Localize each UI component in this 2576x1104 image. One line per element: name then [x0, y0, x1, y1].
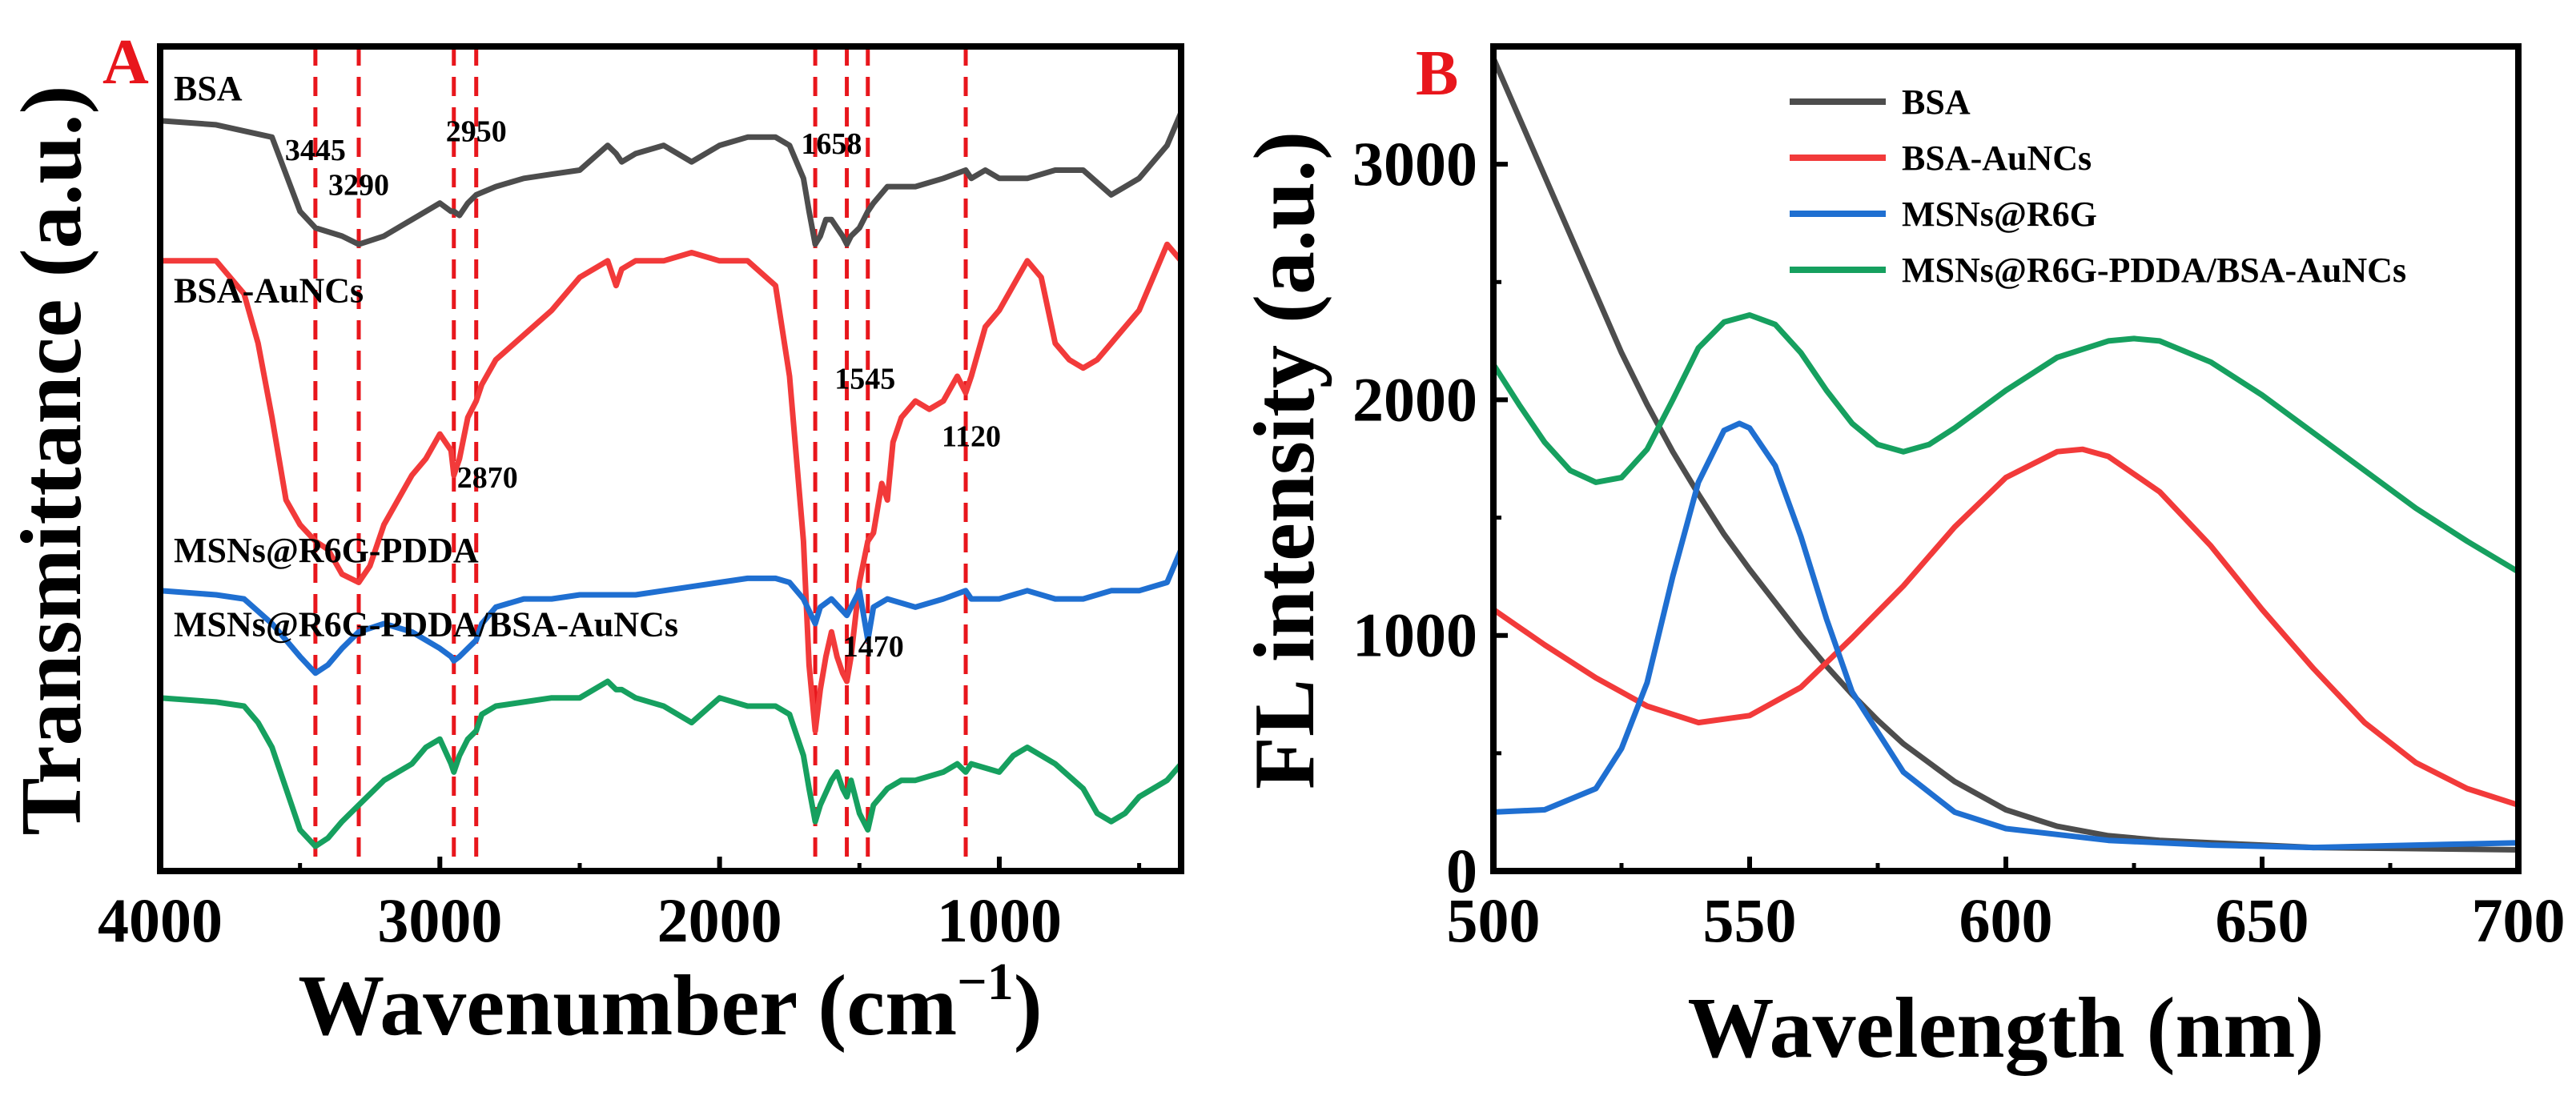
panel-b-legend: BSA BSA-AuNCs MSNs@R6G MSNs@R6G-PDDA/BSA-Au…	[1790, 82, 2406, 290]
panel-b-legend-label-msns-r6g: MSNs@R6G	[1902, 195, 2097, 234]
panel-a-x-tick-label: 3000	[377, 885, 502, 955]
panel-b-label: B	[1416, 38, 1458, 109]
panel-b-x-axis-title: Wavelength (nm)	[1688, 981, 2325, 1076]
panel-a-peak-label-3445: 3445	[285, 134, 346, 167]
panel-b-series-msns-r6g	[1493, 420, 2519, 851]
panel-b-x-tick-label: 700	[2472, 885, 2566, 955]
panel-a-series-label-bsa-auncs: BSA-AuNCs	[174, 271, 364, 310]
panel-a-x-tick-label: 2000	[657, 885, 782, 955]
panel-b-x-tick-label: 650	[2216, 885, 2309, 955]
panel-a-peak-label-1470: 1470	[843, 630, 904, 664]
panel-a-x-axis-title-main: Wavenumber (cm	[298, 958, 957, 1054]
panel-a-peak-label-1545: 1545	[834, 362, 895, 395]
panel-b-y-tick-label: 3000	[1352, 129, 1477, 199]
panel-a-peak-label-1120: 1120	[942, 420, 1001, 454]
panel-b-x-tick-label: 500	[1447, 885, 1541, 955]
panel-b-legend-label-bsa: BSA	[1902, 82, 1971, 122]
panel-a-peak-label-2870: 2870	[457, 461, 518, 495]
panel-a-series-bsa-auncs	[160, 241, 1184, 734]
panel-b-y-tick-label: 0	[1446, 836, 1477, 905]
panel-b-chart: 500 550 600 650 700 0 1000 2000 3000 B FL intens…	[1237, 38, 2566, 1076]
panel-b-plot-frame	[1490, 43, 2522, 874]
panel-b-legend-label-bsa-auncs: BSA-AuNCs	[1902, 139, 2092, 178]
panel-b-y-tick-label: 2000	[1352, 364, 1477, 434]
panel-a-series-msns-r6g-pdda-bsa-auncs	[159, 678, 1184, 849]
panel-b-y-axis-title: FL intensity (a.u.)	[1237, 131, 1332, 789]
panel-b-legend-label-msns-r6g-pdda-bsa-auncs: MSNs@R6G-PDDA/BSA-AuNCs	[1902, 251, 2406, 290]
panel-a-series-label-bsa: BSA	[174, 69, 243, 108]
panel-a-peak-label-3290: 3290	[328, 168, 389, 202]
panel-a-x-axis-title-exponent: −1	[957, 953, 1014, 1011]
panel-b-series-msns-r6g-pdda-bsa-auncs	[1491, 312, 2520, 575]
panel-a-series-bsa	[159, 111, 1184, 247]
panel-b-series-bsa-auncs	[1492, 446, 2520, 808]
panel-a-x-tick-label: 1000	[937, 885, 1062, 955]
panel-a-series-label-msns-r6g-pdda-bsa-auncs: MSNs@R6G-PDDA/BSA-AuNCs	[174, 604, 678, 644]
panel-b-y-tick-label: 1000	[1352, 600, 1477, 670]
panel-a-series-label-msns-r6g-pdda: MSNs@R6G-PDDA	[174, 531, 479, 570]
panel-b-x-tick-label: 600	[1959, 885, 2053, 955]
panel-b-x-tick-label: 550	[1703, 885, 1797, 955]
panel-a-peak-label-1658: 1658	[801, 127, 862, 161]
panel-a-label: A	[102, 27, 149, 98]
panel-a-series-msns-r6g-pdda	[159, 548, 1184, 676]
panel-a-x-tick-label: 4000	[98, 885, 223, 955]
panel-a-plot-frame	[157, 43, 1184, 874]
panel-a-y-axis-title: Transmittance (a.u.)	[4, 86, 99, 836]
panel-a-x-axis-title-close: )	[1014, 958, 1043, 1054]
panel-a-peak-label-2950: 2950	[446, 114, 507, 148]
panel-a-x-axis-title: Wavenumber (cm−1)	[298, 953, 1043, 1054]
